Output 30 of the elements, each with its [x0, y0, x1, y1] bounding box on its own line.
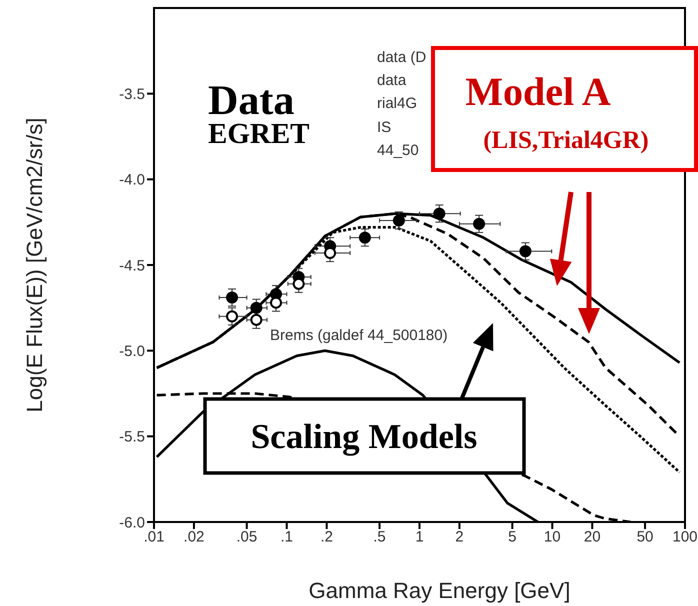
x-tick-label: .5 [373, 528, 386, 546]
x-tick-label: .02 [184, 528, 204, 546]
x-axis-title: Gamma Ray Energy [GeV] [308, 578, 570, 603]
y-tick-label: -4.5 [119, 257, 145, 274]
x-tick-label: .1 [280, 528, 294, 546]
annotation: Brems (galdef 44_500180) [270, 327, 448, 344]
annotation: rial4G [377, 95, 418, 112]
annotation: Model A [465, 69, 611, 114]
annotation: 44_50 [377, 142, 419, 159]
x-tick-label: .05 [236, 528, 258, 546]
annotation: data [377, 72, 407, 89]
y-tick-label: -4.0 [119, 172, 145, 189]
x-tick-label: 100 [672, 528, 698, 546]
x-tick-label: 10 [544, 528, 561, 546]
annotation: IS [377, 119, 392, 136]
x-tick-label: 50 [636, 528, 654, 546]
x-tick-label: .01 [144, 528, 164, 546]
x-tick-label: 2 [455, 528, 464, 546]
x-tick-label: 20 [584, 528, 601, 546]
y-tick-label: -5.5 [119, 428, 145, 446]
annotation: Scaling Models [250, 417, 478, 456]
x-tick-label: 1 [415, 528, 424, 546]
x-tick-label: 5 [508, 528, 516, 546]
y-axis-title: Log(E Flux(E)) [GeV/cm2/sr/s] [22, 118, 47, 412]
x-tick-label: .2 [320, 528, 333, 546]
annotation: data (D [377, 49, 426, 66]
y-tick-label: -5.0 [119, 342, 145, 360]
y-tick-label: -3.5 [119, 86, 145, 103]
annotation: (LIS,Trial4GR) [483, 127, 649, 154]
y-tick-label: -6.0 [119, 514, 145, 532]
